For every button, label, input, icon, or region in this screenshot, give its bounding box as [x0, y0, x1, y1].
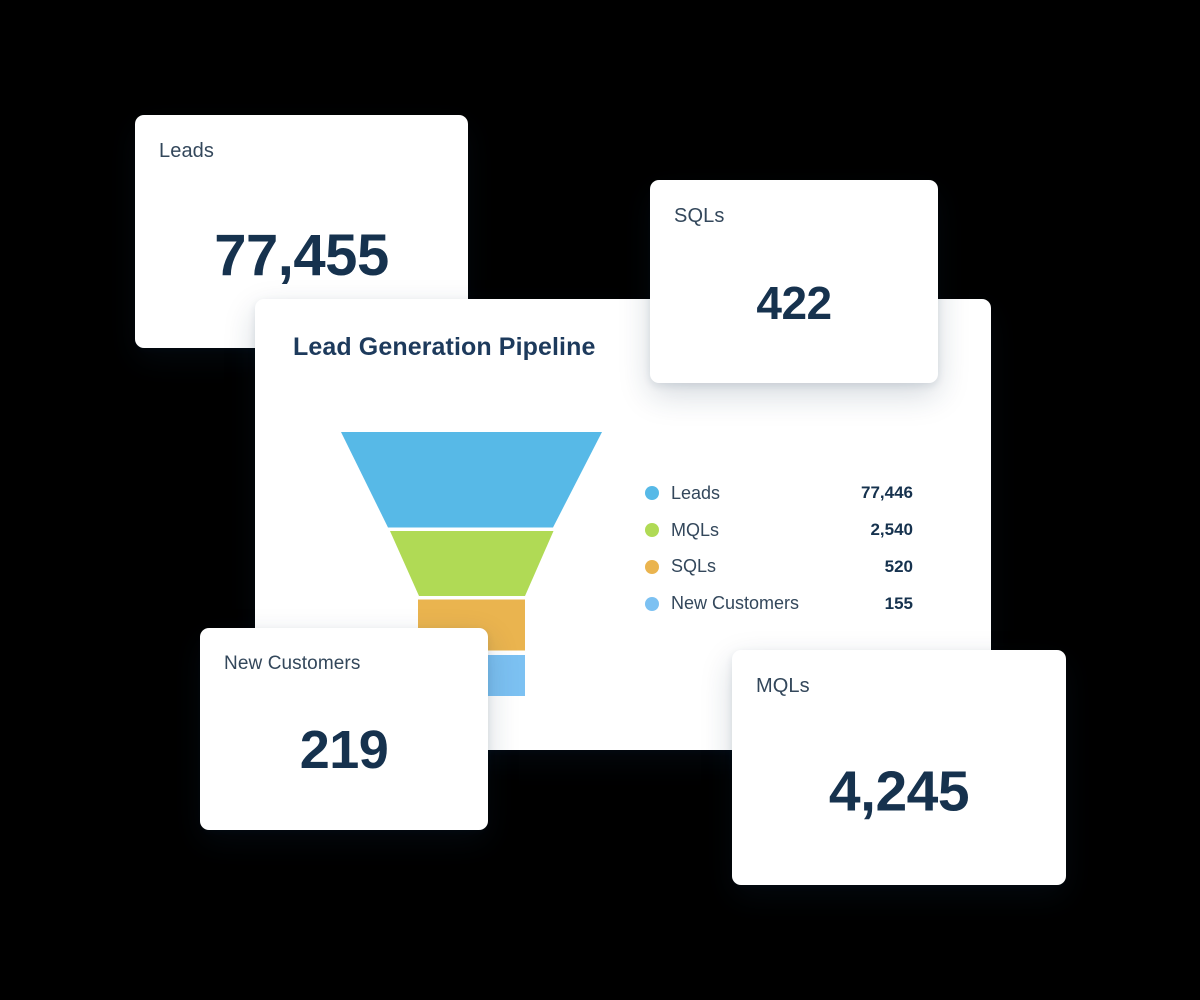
legend-value: 155 [884, 593, 913, 613]
funnel-segment-leads [341, 432, 602, 528]
legend-value: 77,446 [861, 483, 913, 503]
legend-value: 520 [884, 556, 913, 576]
kpi-card-mqls: MQLs 4,245 [732, 650, 1066, 885]
legend-item-sqls: SQLs 520 [645, 549, 913, 586]
legend-dot-icon [645, 559, 659, 574]
funnel-legend: Leads 77,446 MQLs 2,540 SQLs 520 New Customers… [645, 475, 913, 622]
chart-title: Lead Generation Pipeline [293, 333, 596, 361]
legend-dot-icon [645, 523, 659, 538]
legend-item-leads: Leads 77,446 [645, 475, 913, 512]
legend-label: MQLs [671, 519, 720, 540]
kpi-card-sqls: SQLs 422 [650, 180, 938, 383]
funnel-segment-mqls [390, 531, 554, 596]
kpi-card-new-customers-title: New Customers [224, 653, 361, 674]
legend-label: SQLs [671, 556, 717, 577]
kpi-card-leads-title: Leads [159, 140, 214, 162]
legend-dot-icon [645, 486, 659, 501]
kpi-card-new-customers-value: 219 [299, 720, 389, 781]
legend-item-mqls: MQLs 2,540 [645, 512, 913, 549]
kpi-card-sqls-title: SQLs [674, 205, 725, 227]
legend-value: 2,540 [870, 520, 913, 540]
kpi-card-mqls-title: MQLs [756, 675, 810, 697]
legend-label: Leads [671, 482, 721, 503]
kpi-card-new-customers: New Customers 219 [200, 628, 488, 830]
kpi-card-sqls-value: 422 [756, 276, 832, 329]
kpi-card-leads-value: 77,455 [214, 222, 389, 288]
legend-item-new-customers: New Customers 155 [645, 585, 913, 622]
legend-dot-icon [645, 596, 659, 611]
legend-label: New Customers [671, 593, 800, 614]
kpi-card-mqls-value: 4,245 [828, 759, 970, 824]
